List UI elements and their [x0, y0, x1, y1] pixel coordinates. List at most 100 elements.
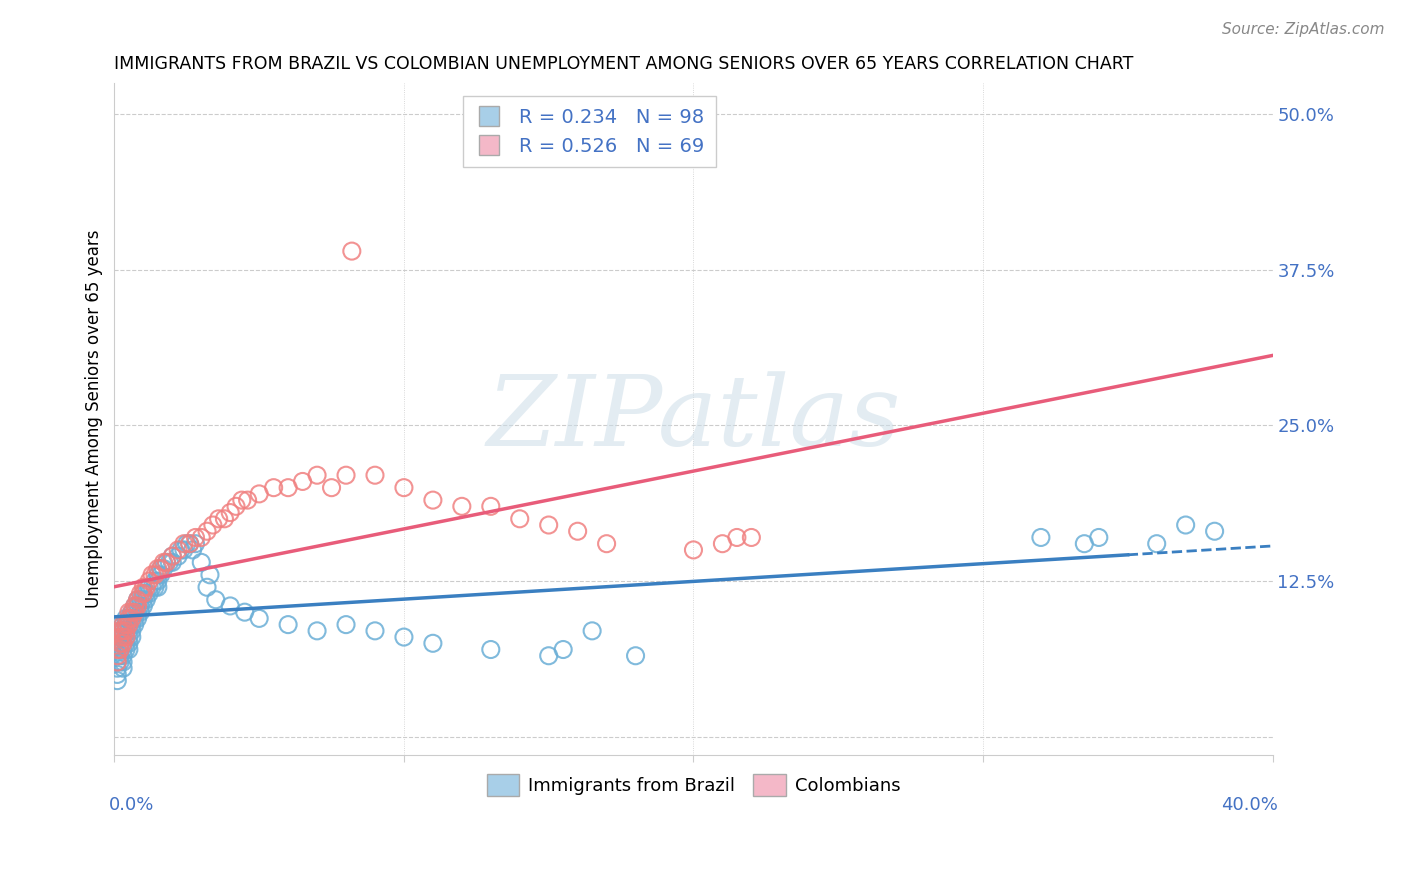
- Point: [190, 531, 212, 545]
- Point: [124, 611, 146, 625]
- Point: [108, 624, 131, 638]
- Y-axis label: Unemployment Among Seniors over 65 years: Unemployment Among Seniors over 65 years: [86, 230, 103, 608]
- Point: [711, 537, 734, 551]
- Point: [121, 605, 143, 619]
- Point: [129, 586, 152, 600]
- Point: [204, 592, 226, 607]
- Legend: R = 0.234   N = 98, R = 0.526   N = 69: R = 0.234 N = 98, R = 0.526 N = 69: [463, 96, 716, 167]
- Point: [115, 642, 138, 657]
- Point: [201, 518, 224, 533]
- Point: [263, 481, 285, 495]
- Point: [138, 580, 160, 594]
- Point: [118, 624, 141, 638]
- Point: [173, 537, 195, 551]
- Point: [108, 630, 131, 644]
- Point: [108, 642, 131, 657]
- Text: Source: ZipAtlas.com: Source: ZipAtlas.com: [1222, 22, 1385, 37]
- Point: [422, 636, 444, 650]
- Point: [624, 648, 647, 663]
- Point: [162, 549, 184, 563]
- Point: [108, 642, 131, 657]
- Point: [149, 561, 172, 575]
- Point: [118, 617, 141, 632]
- Point: [479, 500, 502, 514]
- Point: [118, 630, 141, 644]
- Point: [595, 537, 617, 551]
- Point: [340, 244, 363, 259]
- Point: [108, 636, 131, 650]
- Point: [1174, 518, 1197, 533]
- Point: [129, 599, 152, 613]
- Point: [1088, 531, 1111, 545]
- Point: [135, 580, 157, 594]
- Point: [108, 617, 131, 632]
- Point: [170, 543, 193, 558]
- Point: [364, 468, 387, 483]
- Point: [115, 611, 138, 625]
- Point: [167, 543, 190, 558]
- Point: [105, 648, 128, 663]
- Point: [115, 624, 138, 638]
- Point: [115, 636, 138, 650]
- Point: [184, 531, 207, 545]
- Point: [537, 648, 560, 663]
- Point: [105, 642, 128, 657]
- Point: [118, 605, 141, 619]
- Point: [214, 512, 236, 526]
- Point: [553, 642, 575, 657]
- Point: [118, 611, 141, 625]
- Point: [277, 481, 299, 495]
- Point: [105, 673, 128, 688]
- Point: [236, 493, 259, 508]
- Point: [124, 617, 146, 632]
- Point: [108, 624, 131, 638]
- Point: [208, 512, 231, 526]
- Point: [112, 636, 135, 650]
- Point: [198, 567, 221, 582]
- Point: [146, 561, 169, 575]
- Point: [127, 599, 149, 613]
- Point: [112, 630, 135, 644]
- Point: [129, 592, 152, 607]
- Point: [118, 642, 141, 657]
- Point: [121, 630, 143, 644]
- Point: [335, 617, 357, 632]
- Point: [155, 555, 177, 569]
- Point: [138, 574, 160, 588]
- Point: [115, 630, 138, 644]
- Point: [115, 624, 138, 638]
- Point: [135, 592, 157, 607]
- Point: [682, 543, 704, 558]
- Point: [141, 580, 163, 594]
- Point: [146, 567, 169, 582]
- Point: [112, 624, 135, 638]
- Point: [124, 599, 146, 613]
- Point: [124, 605, 146, 619]
- Point: [141, 567, 163, 582]
- Point: [167, 549, 190, 563]
- Point: [132, 586, 155, 600]
- Point: [740, 531, 762, 545]
- Point: [725, 531, 748, 545]
- Text: 0.0%: 0.0%: [108, 796, 155, 814]
- Point: [233, 605, 256, 619]
- Point: [121, 624, 143, 638]
- Point: [176, 537, 198, 551]
- Point: [422, 493, 444, 508]
- Point: [307, 468, 329, 483]
- Point: [135, 586, 157, 600]
- Point: [162, 549, 184, 563]
- Point: [152, 561, 174, 575]
- Point: [291, 475, 314, 489]
- Point: [152, 555, 174, 569]
- Point: [162, 555, 184, 569]
- Point: [118, 617, 141, 632]
- Point: [121, 617, 143, 632]
- Point: [219, 506, 242, 520]
- Point: [132, 592, 155, 607]
- Point: [108, 636, 131, 650]
- Point: [121, 605, 143, 619]
- Point: [121, 611, 143, 625]
- Point: [112, 617, 135, 632]
- Point: [190, 555, 212, 569]
